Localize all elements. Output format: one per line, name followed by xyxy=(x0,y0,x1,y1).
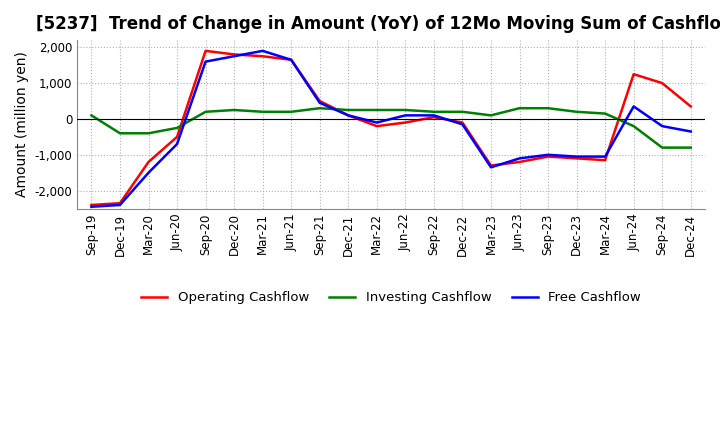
Operating Cashflow xyxy=(516,159,524,165)
Operating Cashflow xyxy=(315,99,324,104)
Operating Cashflow xyxy=(686,104,695,109)
Free Cashflow xyxy=(287,57,295,62)
Operating Cashflow xyxy=(173,134,181,139)
Free Cashflow xyxy=(230,54,238,59)
Line: Free Cashflow: Free Cashflow xyxy=(91,51,690,207)
Operating Cashflow xyxy=(372,124,381,129)
Investing Cashflow xyxy=(487,113,495,118)
Operating Cashflow xyxy=(87,202,96,208)
Operating Cashflow xyxy=(230,52,238,57)
Investing Cashflow xyxy=(315,106,324,111)
Operating Cashflow xyxy=(658,81,667,86)
Investing Cashflow xyxy=(344,107,353,113)
Operating Cashflow xyxy=(202,48,210,54)
Free Cashflow xyxy=(116,202,125,208)
Investing Cashflow xyxy=(686,145,695,150)
Investing Cashflow xyxy=(173,125,181,131)
Operating Cashflow xyxy=(401,120,410,125)
Investing Cashflow xyxy=(87,113,96,118)
Free Cashflow xyxy=(173,141,181,147)
Free Cashflow xyxy=(629,104,638,109)
Free Cashflow xyxy=(658,124,667,129)
Operating Cashflow xyxy=(344,113,353,118)
Legend: Operating Cashflow, Investing Cashflow, Free Cashflow: Operating Cashflow, Investing Cashflow, … xyxy=(135,286,647,309)
Operating Cashflow xyxy=(629,72,638,77)
Operating Cashflow xyxy=(458,120,467,125)
Investing Cashflow xyxy=(430,109,438,114)
Y-axis label: Amount (million yen): Amount (million yen) xyxy=(15,51,29,197)
Investing Cashflow xyxy=(572,109,581,114)
Operating Cashflow xyxy=(287,57,295,62)
Investing Cashflow xyxy=(116,131,125,136)
Operating Cashflow xyxy=(144,159,153,165)
Operating Cashflow xyxy=(487,163,495,168)
Free Cashflow xyxy=(401,113,410,118)
Investing Cashflow xyxy=(144,131,153,136)
Free Cashflow xyxy=(430,113,438,118)
Line: Operating Cashflow: Operating Cashflow xyxy=(91,51,690,205)
Free Cashflow xyxy=(202,59,210,64)
Investing Cashflow xyxy=(258,109,267,114)
Free Cashflow xyxy=(600,154,609,159)
Free Cashflow xyxy=(87,204,96,209)
Investing Cashflow xyxy=(202,109,210,114)
Free Cashflow xyxy=(144,170,153,176)
Investing Cashflow xyxy=(230,107,238,113)
Investing Cashflow xyxy=(544,106,552,111)
Free Cashflow xyxy=(516,156,524,161)
Operating Cashflow xyxy=(430,114,438,120)
Investing Cashflow xyxy=(458,109,467,114)
Free Cashflow xyxy=(315,100,324,106)
Investing Cashflow xyxy=(658,145,667,150)
Operating Cashflow xyxy=(116,201,125,206)
Free Cashflow xyxy=(344,113,353,118)
Line: Investing Cashflow: Investing Cashflow xyxy=(91,108,690,148)
Free Cashflow xyxy=(686,129,695,134)
Investing Cashflow xyxy=(372,107,381,113)
Operating Cashflow xyxy=(258,54,267,59)
Free Cashflow xyxy=(572,154,581,159)
Investing Cashflow xyxy=(401,107,410,113)
Free Cashflow xyxy=(487,165,495,170)
Free Cashflow xyxy=(458,122,467,127)
Investing Cashflow xyxy=(516,106,524,111)
Free Cashflow xyxy=(258,48,267,54)
Investing Cashflow xyxy=(600,111,609,116)
Free Cashflow xyxy=(544,152,552,158)
Operating Cashflow xyxy=(544,154,552,159)
Operating Cashflow xyxy=(572,156,581,161)
Free Cashflow xyxy=(372,120,381,125)
Investing Cashflow xyxy=(629,124,638,129)
Investing Cashflow xyxy=(287,109,295,114)
Title: [5237]  Trend of Change in Amount (YoY) of 12Mo Moving Sum of Cashflows: [5237] Trend of Change in Amount (YoY) o… xyxy=(36,15,720,33)
Operating Cashflow xyxy=(600,158,609,163)
